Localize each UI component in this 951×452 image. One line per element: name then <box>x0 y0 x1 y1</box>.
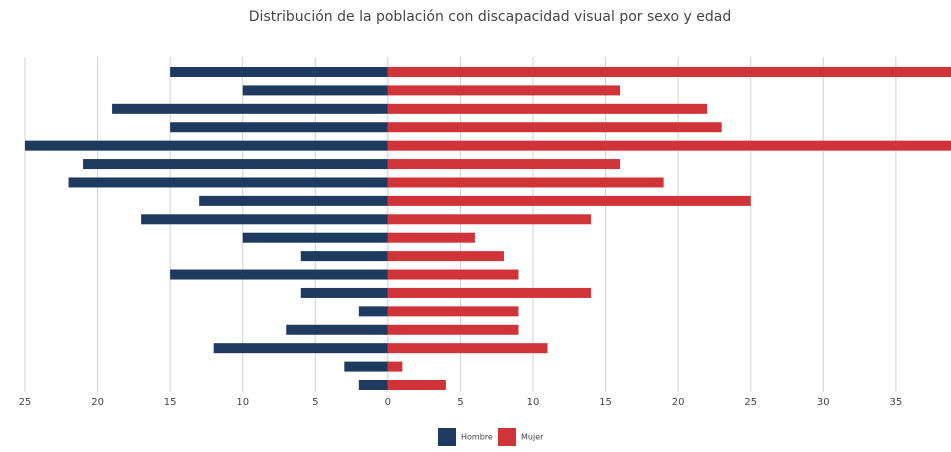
bar <box>387 85 621 96</box>
bar <box>213 343 388 354</box>
x-tick-label: 25 <box>744 397 757 408</box>
bar <box>387 214 592 225</box>
x-tick-label: 5 <box>457 397 463 408</box>
x-tick-label: 10 <box>527 397 540 408</box>
bar <box>242 232 388 243</box>
x-tick-label: 5 <box>312 397 318 408</box>
bar <box>387 140 951 151</box>
bar <box>387 195 751 206</box>
bar <box>387 287 592 298</box>
bar <box>387 67 951 77</box>
chart-title: Distribución de la población con discapa… <box>249 9 731 25</box>
bar <box>141 214 388 225</box>
bar <box>300 287 388 298</box>
bar <box>344 361 388 372</box>
bar <box>68 177 388 188</box>
bar <box>387 122 722 133</box>
x-tick-label: 20 <box>91 397 104 408</box>
legend-label: Mujer <box>521 433 544 442</box>
x-tick-label: 30 <box>817 397 830 408</box>
bar <box>112 103 388 114</box>
bar <box>387 177 664 188</box>
bar <box>387 324 519 335</box>
bar <box>170 269 388 280</box>
bar <box>387 159 621 170</box>
bar <box>387 251 504 262</box>
x-tick-label: 20 <box>672 397 685 408</box>
bar <box>387 269 519 280</box>
bar <box>242 85 388 96</box>
x-tick-label: 35 <box>889 397 902 408</box>
x-tick-label: 0 <box>385 397 391 408</box>
bar <box>358 380 388 390</box>
legend-swatch <box>498 428 516 446</box>
x-tick-label: 10 <box>236 397 249 408</box>
legend-swatch <box>438 428 456 446</box>
legend-label: Hombre <box>461 433 493 442</box>
bar <box>199 195 388 206</box>
bar <box>286 324 388 335</box>
x-tick-label: 15 <box>599 397 612 408</box>
bar <box>387 306 519 317</box>
bar <box>83 159 388 170</box>
bar <box>170 67 388 77</box>
bar <box>387 343 548 354</box>
bar <box>358 306 388 317</box>
bar <box>387 232 475 243</box>
x-tick-label: 15 <box>164 397 177 408</box>
bar <box>387 361 403 372</box>
bar <box>25 140 388 151</box>
bar <box>387 103 708 114</box>
bar <box>300 251 388 262</box>
bar <box>387 380 446 390</box>
x-tick-label: 25 <box>19 397 32 408</box>
bar <box>170 122 388 133</box>
